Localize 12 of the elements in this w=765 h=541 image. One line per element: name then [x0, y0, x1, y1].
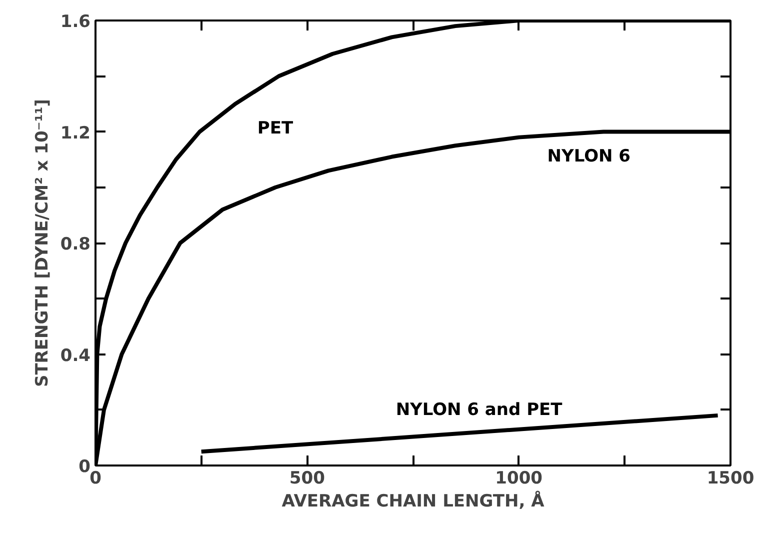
x-tick-label: 500	[289, 468, 326, 488]
x-axis-title: AVERAGE CHAIN LENGTH, Å	[282, 490, 546, 512]
y-tick-label: 0.4	[60, 346, 91, 366]
series-label: NYLON 6 and PET	[396, 400, 563, 420]
series-label: PET	[257, 118, 294, 138]
y-axis-title: STRENGTH [DYNE/CM² x 10⁻¹¹]	[32, 98, 52, 388]
x-tick-label: 1000	[495, 468, 543, 488]
x-tick-label: 1500	[706, 468, 754, 488]
y-tick-label: 1.2	[60, 123, 91, 144]
y-tick-label: 1.6	[60, 12, 91, 32]
y-tick-label: 0.8	[60, 234, 91, 254]
series-label: NYLON 6	[547, 146, 631, 167]
